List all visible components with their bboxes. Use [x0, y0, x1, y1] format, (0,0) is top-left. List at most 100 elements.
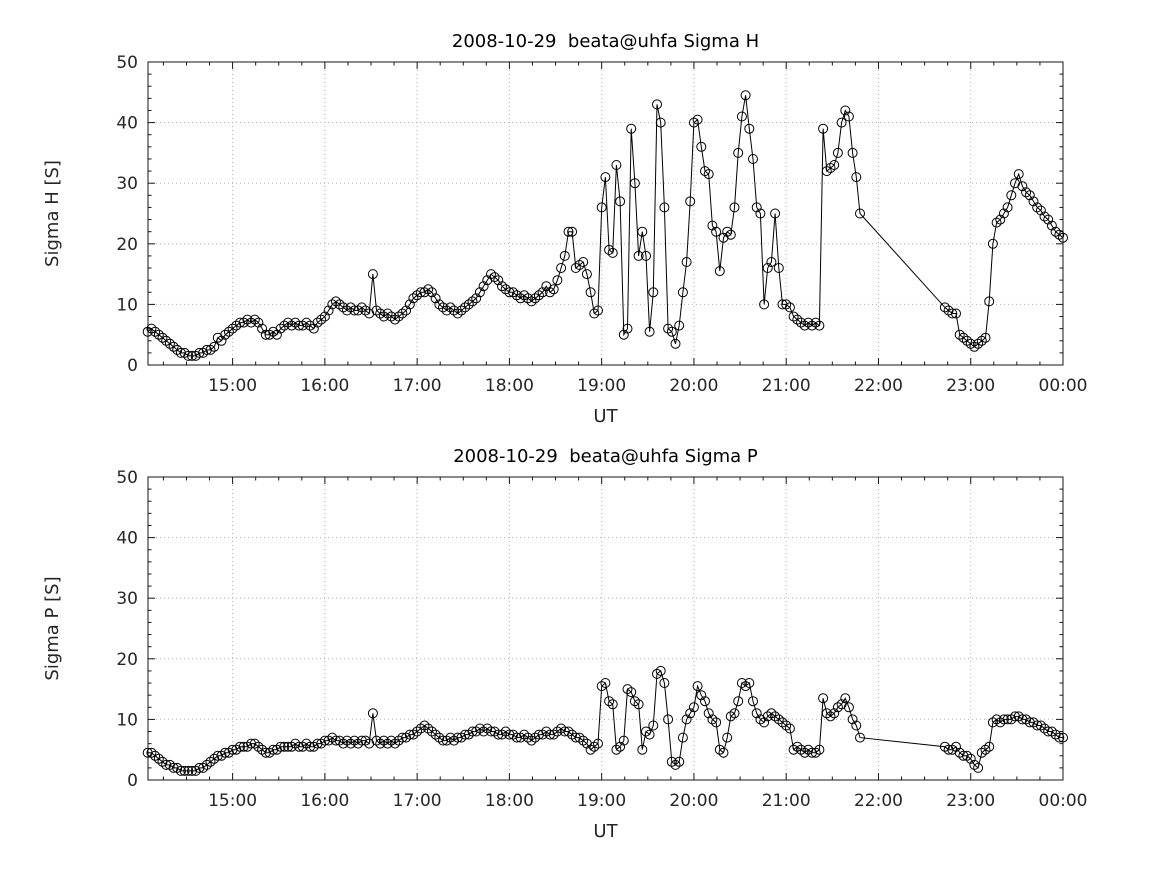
- data-point: [766, 708, 777, 719]
- data-point: [666, 756, 677, 767]
- data-point: [312, 738, 323, 749]
- data-point: [670, 338, 681, 349]
- data-point: [618, 329, 629, 340]
- data-point: [142, 326, 153, 337]
- data-point: [482, 275, 493, 286]
- data-point: [334, 735, 345, 746]
- data-point: [390, 738, 400, 749]
- data-point: [947, 744, 958, 755]
- data-point: [670, 759, 681, 770]
- data-point: [799, 320, 810, 331]
- data-point: [150, 750, 161, 761]
- data-point: [471, 726, 482, 737]
- data-point: [810, 317, 821, 328]
- data-point: [987, 717, 998, 728]
- data-point: [474, 287, 485, 298]
- data-point: [279, 320, 290, 331]
- data-point: [581, 269, 592, 280]
- data-point: [604, 696, 615, 707]
- chart-title: 2008-10-29 beata@uhfa Sigma P: [453, 446, 758, 467]
- data-point: [552, 275, 563, 286]
- data-point: [253, 317, 264, 328]
- data-point: [1035, 205, 1046, 216]
- data-point: [951, 741, 961, 752]
- data-point: [486, 726, 496, 737]
- data-point: [504, 287, 515, 298]
- data-point: [851, 172, 862, 183]
- data-point: [515, 732, 526, 743]
- data-point: [692, 681, 703, 692]
- data-point: [242, 314, 253, 325]
- data-point: [264, 747, 275, 758]
- data-point: [412, 290, 423, 301]
- data-point: [246, 738, 257, 749]
- data-point: [168, 341, 179, 352]
- data-point: [497, 281, 507, 292]
- data-point: [294, 320, 304, 331]
- data-point: [430, 293, 441, 304]
- data-point: [264, 329, 275, 340]
- data-point: [504, 729, 515, 740]
- data-point: [600, 172, 611, 183]
- data-point: [467, 726, 478, 737]
- data-markers: [142, 665, 1068, 776]
- data-point: [707, 714, 718, 725]
- data-point: [1035, 720, 1046, 731]
- data-point: [563, 226, 574, 237]
- data-point: [663, 323, 674, 334]
- data-point: [356, 302, 367, 313]
- data-point: [216, 335, 227, 346]
- data-point: [198, 347, 209, 358]
- data-point: [954, 747, 965, 758]
- data-point: [821, 708, 832, 719]
- data-point: [408, 729, 419, 740]
- data-point: [526, 735, 537, 746]
- data-point: [659, 202, 670, 213]
- data-point: [965, 338, 976, 349]
- data-point: [740, 681, 751, 692]
- data-point: [1054, 229, 1065, 240]
- x-tick-label: 19:00: [577, 376, 626, 396]
- data-point: [836, 117, 847, 128]
- data-point: [615, 741, 626, 752]
- x-tick-label: 23:00: [946, 376, 995, 396]
- data-point: [799, 747, 810, 758]
- data-point: [375, 308, 386, 319]
- data-point: [714, 266, 725, 277]
- sigma-p-svg: 15:00 16:00 17:00 18:00 19:00 20:00 21:00 22:00…: [42, 446, 1088, 842]
- data-point: [696, 690, 707, 701]
- x-tick-label: 21:00: [762, 376, 811, 396]
- data-point: [238, 317, 249, 328]
- data-point: [150, 326, 161, 337]
- x-tick-label: 15:00: [208, 791, 257, 811]
- data-point: [762, 711, 773, 722]
- data-point: [323, 735, 334, 746]
- data-point: [438, 735, 448, 746]
- y-tick-label: 40: [116, 529, 138, 549]
- data-point: [530, 732, 541, 743]
- data-point: [939, 302, 950, 313]
- data-point: [563, 726, 574, 737]
- data-point: [777, 299, 788, 310]
- data-point: [825, 163, 836, 173]
- data-point: [445, 302, 456, 313]
- data-point: [947, 308, 958, 319]
- data-point: [725, 711, 736, 722]
- data-point: [194, 762, 205, 773]
- data-point: [401, 305, 412, 316]
- data-point: [415, 287, 426, 298]
- data-point: [818, 693, 829, 704]
- data-point: [316, 738, 327, 749]
- data-point: [179, 347, 190, 358]
- data-point: [423, 723, 434, 734]
- data-point: [688, 702, 699, 713]
- data-point: [847, 147, 858, 158]
- data-point: [415, 723, 426, 734]
- data-point: [511, 732, 522, 743]
- plot-area: 15:00 16:00 17:00 18:00 19:00 20:00 21:00 22:00…: [42, 31, 1088, 427]
- data-point: [589, 741, 600, 752]
- data-point: [342, 305, 352, 316]
- data-point: [976, 335, 987, 346]
- data-point: [685, 708, 696, 719]
- data-point: [404, 729, 415, 740]
